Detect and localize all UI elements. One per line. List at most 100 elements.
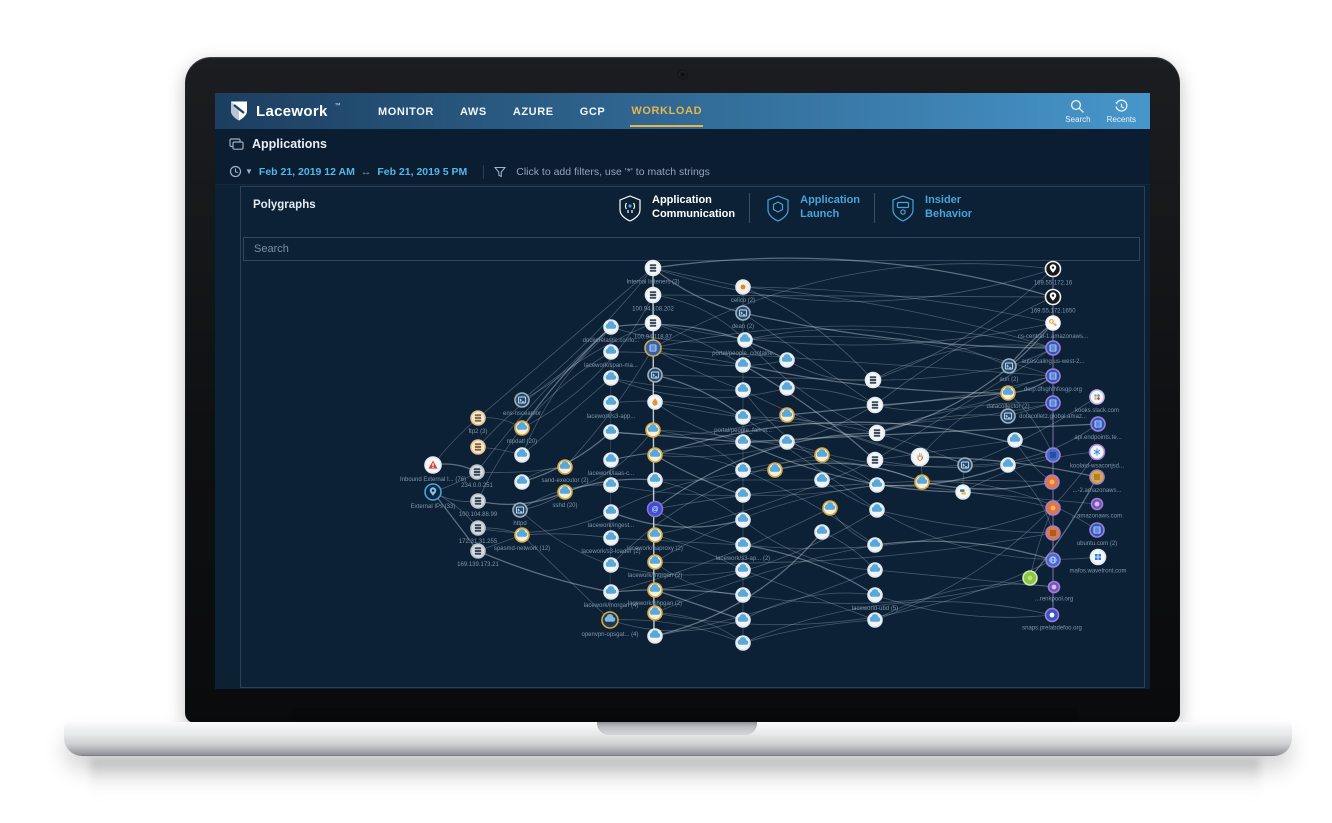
graph-node[interactable] <box>866 396 884 414</box>
graph-node[interactable] <box>955 484 971 500</box>
graph-node[interactable] <box>735 357 751 373</box>
graph-node[interactable]: Inbound External I... (76) <box>400 456 466 483</box>
brand[interactable]: Lacework ™ <box>215 100 377 122</box>
graph-node[interactable]: httpd <box>512 502 528 527</box>
nav-item-gcp[interactable]: GCP <box>579 106 606 118</box>
graph-node[interactable]: auri (2) <box>999 358 1019 383</box>
graph-node[interactable] <box>1007 432 1023 448</box>
graph-node[interactable]: spasmd-network (12) <box>494 527 550 552</box>
graph-node[interactable]: 234.0.0.251 <box>461 464 494 489</box>
graph-node[interactable] <box>869 502 885 518</box>
poly-button-insider-behavior[interactable]: .ic-f{fill:#4aa3dc;stroke:none}InsiderBe… <box>889 194 972 223</box>
graph-node[interactable]: koolaid-wsaconjsd... <box>1070 443 1124 470</box>
graph-node[interactable]: ...amazonaws.com <box>1072 497 1122 520</box>
graph-node[interactable] <box>864 371 882 389</box>
graph-node[interactable]: celico (2) <box>731 279 755 304</box>
graph-node[interactable]: External IPs (33) <box>411 483 456 510</box>
graph-node[interactable]: dotacolletz.global.amaz... <box>1019 395 1087 420</box>
graph-node[interactable]: api.endpoints.te... <box>1074 416 1122 441</box>
graph-node[interactable]: lacework/haproxy (2) <box>627 527 683 552</box>
graph-node[interactable] <box>647 394 663 410</box>
graph-node[interactable] <box>735 562 751 578</box>
graph-node[interactable]: lacework/ingest... <box>588 504 635 529</box>
graph-node[interactable] <box>1000 408 1016 424</box>
graph-node[interactable] <box>1044 474 1060 490</box>
graph-node[interactable]: autoscaling.us-west-2... <box>1021 340 1085 365</box>
search-input[interactable] <box>243 237 1140 261</box>
graph-node[interactable]: snaps.prelabdefoo.org <box>1022 607 1082 632</box>
graph-node[interactable]: mafos.wavefront.com <box>1069 548 1127 575</box>
graph-node[interactable] <box>735 382 751 398</box>
graph-node[interactable]: @ <box>646 500 664 518</box>
graph-node[interactable] <box>735 512 751 528</box>
graph-node[interactable] <box>735 487 751 503</box>
graph-node[interactable] <box>1045 525 1061 541</box>
graph-node[interactable]: sand-executor (2) <box>541 459 589 484</box>
graph-node[interactable] <box>470 439 486 455</box>
graph-node[interactable]: dsrp.dfsghfhfosgp.org <box>1024 368 1082 393</box>
graph-node[interactable] <box>914 474 930 490</box>
graph-node[interactable]: datacollector (2) <box>986 385 1030 410</box>
graph-node[interactable] <box>603 424 619 440</box>
filter-start-date[interactable]: Feb 21, 2019 12 AM <box>258 165 355 178</box>
time-dropdown-caret[interactable]: ▼ <box>245 167 253 176</box>
graph-node[interactable]: ens-nsceamor <box>503 392 541 417</box>
graph-node[interactable]: cs-central-1.amazonaws... <box>1018 315 1088 340</box>
graph-node[interactable] <box>1045 447 1061 463</box>
graph-node[interactable] <box>867 562 883 578</box>
graph-node[interactable] <box>910 447 930 467</box>
nav-item-aws[interactable]: AWS <box>459 106 487 118</box>
graph-node[interactable] <box>735 587 751 603</box>
search-button[interactable]: Search <box>1065 99 1091 124</box>
graph-node[interactable]: portal/people_containe... <box>712 332 778 357</box>
graph-node[interactable]: 169.55.172.1650 <box>1030 288 1076 315</box>
graph-node[interactable]: lacework/phpgan (2) <box>628 582 682 607</box>
graph-node[interactable]: sshd (20) <box>552 484 578 509</box>
graph-node[interactable]: lacework/laas-c... <box>588 452 635 477</box>
graph-node[interactable] <box>647 605 663 621</box>
graph-node[interactable] <box>645 422 661 438</box>
graph-node[interactable] <box>814 447 830 463</box>
nav-item-monitor[interactable]: MONITOR <box>378 106 434 118</box>
graph-node[interactable] <box>814 524 830 540</box>
graph-node[interactable]: lacework/s3-app... <box>587 395 636 420</box>
graph-node[interactable] <box>957 457 973 473</box>
graph-node[interactable] <box>867 537 883 553</box>
graph-node[interactable] <box>1045 500 1061 516</box>
graph-node[interactable] <box>603 477 619 493</box>
graph-node[interactable]: lacework/s3-loader (2) <box>581 530 641 555</box>
graph-node[interactable] <box>867 612 883 628</box>
graph-node[interactable] <box>514 474 530 490</box>
graph-node[interactable]: ...renkpool.org <box>1035 580 1073 603</box>
graph-node[interactable] <box>647 367 663 383</box>
graph-node[interactable] <box>869 477 885 493</box>
graph-node[interactable] <box>647 628 663 644</box>
graph-node[interactable]: lacework/morgan (2) <box>628 554 683 579</box>
graph-node[interactable]: 100.94.108.202 <box>632 286 675 313</box>
poly-button-application-launch[interactable]: .ic-f{fill:#4aa3dc;stroke:none}Applicati… <box>764 194 860 223</box>
graph-node[interactable]: lacework/morgan (4) <box>584 584 639 609</box>
graph-node[interactable]: ubuntu.com (2) <box>1077 522 1117 547</box>
graph-node[interactable]: dean (2) <box>732 305 754 330</box>
graph-node[interactable]: ntpdatl (20) <box>507 420 537 445</box>
graph-node[interactable] <box>735 434 751 450</box>
graph-node[interactable] <box>814 472 830 488</box>
nav-item-azure[interactable]: AZURE <box>512 106 554 118</box>
graph-node[interactable] <box>1000 457 1016 473</box>
graph-node[interactable] <box>735 635 751 651</box>
graph-node[interactable] <box>767 462 783 478</box>
graph-node[interactable]: ...-2.amazonaws... <box>1072 469 1122 494</box>
graph-node[interactable] <box>647 472 663 488</box>
graph-node[interactable]: 172.31.31.255 <box>459 520 498 545</box>
graph-node[interactable] <box>603 370 619 386</box>
graph-node[interactable] <box>866 451 884 469</box>
filter-end-date[interactable]: Feb 21, 2019 5 PM <box>377 165 468 178</box>
graph-node[interactable] <box>735 462 751 478</box>
graph-node[interactable] <box>514 447 530 463</box>
graph-node[interactable] <box>644 339 662 357</box>
graph-node[interactable]: ftp2 (3) <box>468 410 488 435</box>
graph-node[interactable]: dockerelastic.co/rfo... <box>583 319 640 344</box>
graph-node[interactable] <box>779 352 795 368</box>
graph-node[interactable] <box>647 447 663 463</box>
recents-button[interactable]: Recents <box>1107 99 1136 124</box>
